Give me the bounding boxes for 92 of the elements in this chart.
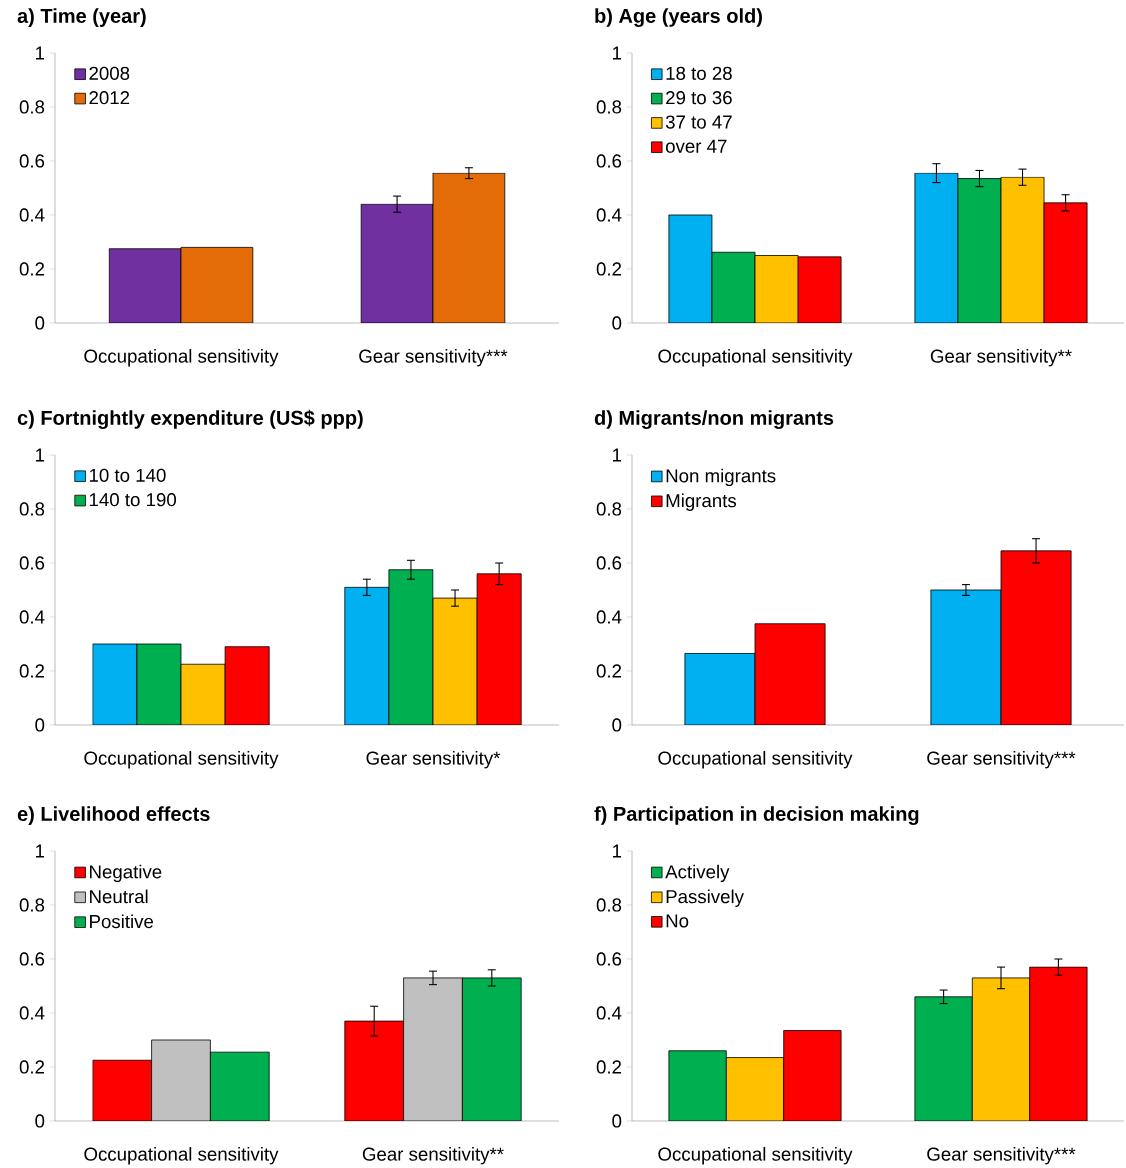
- bar: [432, 597, 478, 725]
- chart-title: c) Fortnightly expenditure (US$ ppp): [17, 409, 363, 429]
- bar: [930, 589, 1002, 725]
- y-tick-label: 0.2: [19, 262, 45, 276]
- y-tick-label: 0.6: [596, 154, 622, 168]
- bar: [224, 646, 270, 725]
- legend-label: over 47: [665, 139, 727, 153]
- bar: [668, 214, 713, 323]
- y-tick-label: 0.4: [19, 208, 45, 222]
- y-tick-label: 1: [35, 46, 45, 60]
- x-tick-label: Gear sensitivity***: [359, 349, 508, 367]
- y-tick-label: 0.6: [19, 952, 45, 966]
- bar: [432, 172, 506, 323]
- bar: [476, 573, 522, 725]
- bar: [1000, 550, 1072, 725]
- legend-label: Migrants: [666, 493, 737, 511]
- bar: [754, 623, 826, 725]
- bar: [403, 977, 463, 1121]
- legend-label: 37 to 47: [665, 115, 732, 129]
- x-tick-label: Occupational sensitivity: [658, 1147, 853, 1165]
- y-tick-label: 0.4: [19, 610, 45, 624]
- y-tick-label: 0.2: [596, 664, 622, 678]
- bar: [180, 246, 254, 323]
- y-tick-label: 0: [612, 718, 622, 732]
- x-tick-label: Gear sensitivity***: [927, 751, 1076, 769]
- bar: [388, 569, 434, 725]
- x-tick-label: Occupational sensitivity: [84, 751, 279, 769]
- y-tick-label: 0.6: [19, 154, 45, 168]
- chart-title: b) Age (years old): [595, 8, 762, 27]
- y-tick-label: 1: [613, 46, 622, 60]
- legend-label: 18 to 28: [666, 66, 732, 80]
- y-tick-label: 0.2: [596, 1060, 622, 1074]
- chart-title: e) Livelihood effects: [17, 806, 210, 825]
- y-tick-label: 0.8: [19, 502, 45, 516]
- legend-label: 10 to 140: [89, 468, 166, 482]
- y-tick-label: 1: [613, 448, 622, 462]
- legend-label: Positive: [90, 914, 154, 929]
- y-tick-label: 0.2: [596, 262, 622, 276]
- y-tick-label: 0.8: [596, 502, 622, 516]
- x-tick-label: Occupational sensitivity: [658, 349, 853, 367]
- bar: [711, 251, 756, 323]
- y-tick-label: 0: [35, 316, 45, 330]
- legend-label: Non migrants: [666, 468, 776, 487]
- y-tick-label: 0.6: [596, 952, 622, 966]
- bar: [957, 178, 1002, 323]
- bar: [462, 977, 522, 1121]
- y-tick-label: 0.8: [596, 100, 622, 114]
- legend-label: Neutral: [90, 889, 148, 904]
- y-tick-label: 0.6: [596, 556, 622, 570]
- y-tick-label: 1: [613, 844, 622, 858]
- legend-label: Negative: [90, 864, 162, 883]
- y-tick-label: 0.2: [19, 664, 45, 678]
- legend-label: 140 to 190: [89, 493, 176, 507]
- legend-label: 2008: [89, 66, 130, 80]
- bar: [684, 653, 756, 725]
- y-tick-label: 0.4: [596, 1006, 622, 1020]
- bar: [180, 663, 226, 725]
- chart-title: a) Time (year): [17, 8, 146, 27]
- y-tick-label: 1: [35, 448, 45, 462]
- legend-label: Actively: [665, 864, 730, 883]
- x-tick-label: Occupational sensitivity: [84, 349, 279, 367]
- x-tick-label: Gear sensitivity*: [366, 751, 501, 769]
- y-tick-label: 0.8: [596, 898, 622, 912]
- y-tick-label: 0: [35, 718, 45, 732]
- y-tick-label: 0.4: [19, 1006, 45, 1020]
- x-tick-label: Gear sensitivity***: [927, 1147, 1076, 1165]
- legend-label: 29 to 36: [666, 91, 732, 105]
- chart-title: d) Migrants/non migrants: [594, 410, 834, 429]
- y-tick-label: 0.8: [19, 100, 45, 114]
- bar: [151, 1039, 211, 1121]
- y-tick-label: 1: [35, 844, 45, 858]
- y-tick-label: 0.2: [19, 1060, 45, 1074]
- bar: [914, 172, 959, 323]
- legend-label: No: [666, 914, 689, 928]
- chart-title: f) Participation in decision making: [594, 806, 919, 825]
- x-tick-label: Gear sensitivity**: [362, 1147, 504, 1165]
- y-tick-label: 0.4: [596, 610, 622, 624]
- legend-label: Passively: [666, 889, 744, 907]
- y-tick-label: 0: [612, 1114, 622, 1128]
- y-tick-label: 0.8: [19, 898, 45, 912]
- legend-label: 2012: [89, 91, 130, 105]
- x-tick-label: Gear sensitivity**: [930, 349, 1072, 367]
- bar: [1000, 176, 1045, 323]
- y-tick-label: 0.4: [596, 208, 622, 222]
- bar: [754, 255, 799, 323]
- y-tick-label: 0.6: [19, 556, 45, 570]
- y-tick-label: 0: [35, 1114, 45, 1128]
- y-tick-label: 0: [612, 316, 622, 330]
- x-tick-label: Occupational sensitivity: [658, 751, 853, 769]
- x-tick-label: Occupational sensitivity: [84, 1147, 279, 1165]
- bar: [210, 1051, 270, 1121]
- bar: [136, 643, 182, 725]
